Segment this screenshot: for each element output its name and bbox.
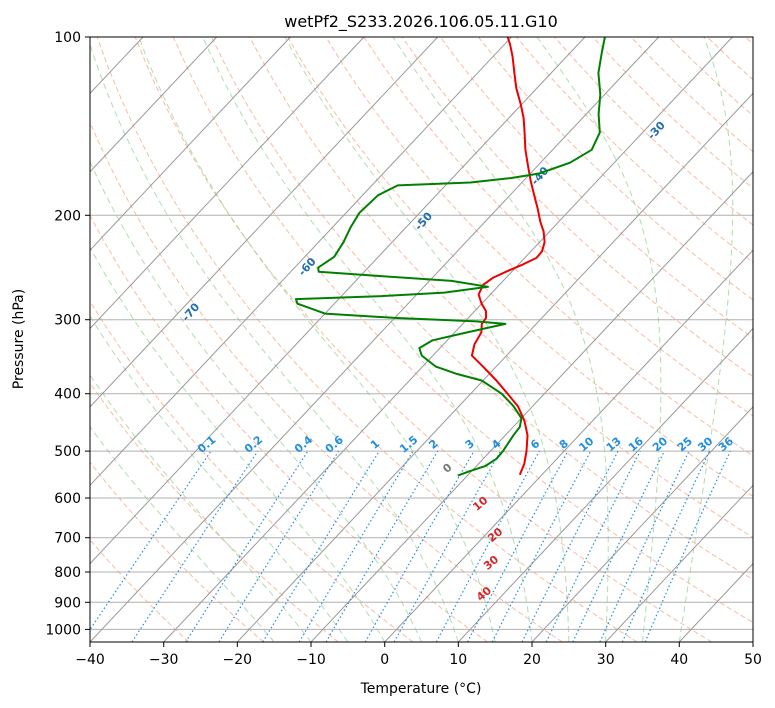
mixing-ratio-line — [545, 450, 641, 642]
moist-adiabat-line — [90, 42, 459, 642]
mixing-ratio-line — [131, 450, 259, 642]
mixing-ratio-line — [621, 450, 711, 642]
x-tick-label: 40 — [670, 652, 688, 668]
isotherms — [90, 37, 753, 642]
isotherm-line — [605, 484, 753, 642]
y-tick-label: 500 — [54, 444, 81, 460]
chart-title: wetPf2_S233.2026.106.05.11.G10 — [284, 12, 558, 32]
dry-adiabat-line — [325, 37, 753, 457]
dry-adiabat-line — [90, 121, 563, 642]
x-tick-label: 10 — [449, 652, 467, 668]
dry-adiabat-line — [287, 37, 753, 497]
y-axis-ticks: 100 200 300 400 500 600 700 800 900 1000 — [45, 30, 90, 638]
mixing-ratio-line — [521, 450, 619, 642]
isotherm-line — [163, 37, 733, 642]
mixing-ratio-line — [90, 450, 212, 631]
y-tick-label: 900 — [54, 595, 81, 611]
dry-adiabat-line — [249, 37, 753, 539]
x-tick-label: −40 — [75, 652, 105, 668]
dewpoint-profile-line — [294, 37, 606, 477]
x-tick-label: −10 — [296, 652, 326, 668]
isotherm-line — [384, 249, 753, 642]
dry-adiabats — [90, 37, 753, 642]
x-tick-label: 0 — [380, 652, 389, 668]
x-tick-label: −20 — [223, 652, 253, 668]
isotherm-line — [236, 92, 753, 642]
isotherm-line — [90, 37, 512, 487]
moist-adiabat-line — [138, 37, 496, 642]
isotherm-line — [90, 37, 439, 408]
dry-adiabat-line — [90, 214, 488, 642]
dry-adiabat-line — [401, 37, 753, 378]
mixing-ratio-line — [644, 450, 731, 642]
dry-adiabat-line — [96, 37, 638, 642]
moist-adiabat-line — [90, 246, 386, 642]
dry-adiabat-line — [90, 539, 190, 642]
dry-adiabat-line — [90, 461, 264, 642]
moist-adiabat-line — [90, 315, 349, 642]
dry-adiabat-line — [172, 37, 753, 624]
sounding-series — [294, 37, 606, 477]
y-tick-label: 200 — [54, 208, 81, 224]
moist-adiabat-line — [90, 425, 275, 642]
plot-frame — [89, 36, 754, 643]
moist-adiabat-line — [392, 37, 609, 642]
mixing-ratio-line — [393, 450, 502, 642]
y-tick-label: 1000 — [45, 622, 81, 638]
y-tick-label: 400 — [54, 387, 81, 403]
isotherm-line — [310, 171, 753, 642]
x-axis-label: Temperature (°C) — [360, 681, 482, 697]
y-tick-label: 800 — [54, 565, 81, 581]
x-tick-label: 50 — [744, 652, 762, 668]
y-tick-label: 100 — [54, 30, 81, 46]
mixing-ratio-line — [185, 450, 309, 642]
y-tick-label: 600 — [54, 491, 81, 507]
isotherm-line — [90, 37, 660, 642]
mixing-ratio-line — [435, 450, 540, 642]
dry-adiabat-line — [134, 37, 712, 642]
y-tick-label: 700 — [54, 531, 81, 547]
x-axis-ticks: −40 −30 −20 −10 0 10 20 30 40 50 — [75, 642, 762, 668]
isotherm-line — [457, 327, 753, 642]
moist-adiabat-line — [678, 37, 734, 642]
isotherm-line — [531, 406, 753, 642]
plot-area: 0.10.20.40.611.52346810131620253036-100-… — [90, 37, 753, 642]
y-tick-label: 300 — [54, 313, 81, 329]
x-tick-label: 30 — [597, 652, 615, 668]
y-axis-label: Pressure (hPa) — [11, 289, 27, 389]
isotherm-line — [90, 37, 586, 565]
moist-adiabat-line — [536, 37, 662, 642]
isotherm-line — [90, 37, 365, 330]
temperature-profile-line — [470, 37, 546, 476]
dry-adiabat-line — [439, 37, 753, 339]
x-tick-label: −30 — [149, 652, 179, 668]
mixing-ratio-lines — [90, 450, 731, 642]
isotherm-line — [90, 37, 218, 173]
x-tick-label: 20 — [523, 652, 541, 668]
dry-adiabat-line — [211, 37, 753, 581]
isotherm-line — [90, 37, 291, 251]
moist-adiabat-line — [202, 37, 533, 642]
mixing-ratio-line — [262, 450, 380, 642]
